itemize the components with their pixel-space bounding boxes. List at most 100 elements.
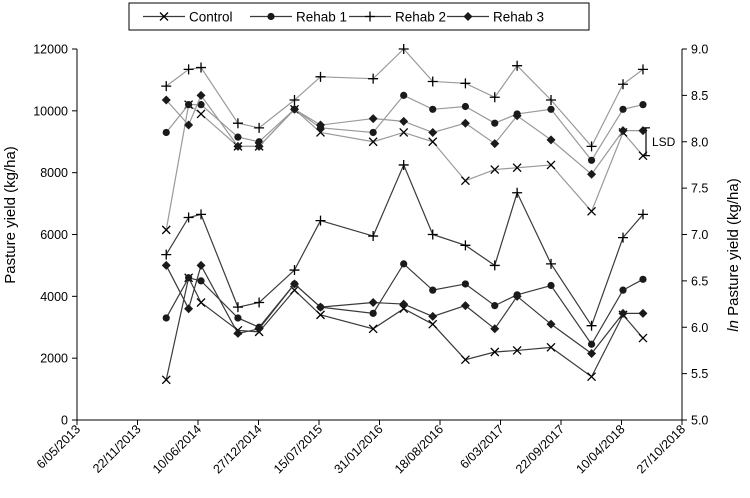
point-ln-rehab-3 [546,135,556,145]
point-ln-rehab-3 [368,114,378,124]
point-ln-rehab-2 [254,122,265,133]
point-yield-control [399,304,409,314]
point-ln-control [368,137,378,147]
point-yield-rehab-3 [233,328,243,338]
point-yield-control [316,310,325,320]
point-yield-rehab-3 [161,260,171,270]
y2-tick-label: 6.0 [691,321,708,335]
y-tick-label: 0 [61,414,68,428]
point-yield-rehab-2 [196,209,207,220]
point-ln-rehab-2 [637,64,648,75]
point-ln-rehab-2 [183,64,194,75]
y2-axis-title-italic: ln [725,320,742,332]
point-ln-rehab-2 [427,76,438,87]
point-ln-control [546,160,556,170]
point-ln-rehab-1 [639,101,647,109]
point-ln-rehab-1 [429,105,437,113]
point-ln-rehab-2 [232,118,243,129]
point-yield-rehab-2 [161,249,172,260]
point-yield-control [587,372,597,382]
point-ln-rehab-1 [185,101,193,109]
y2-tick-label: 7.0 [691,228,708,242]
point-yield-control [428,319,438,329]
x-tick-label: 18/08/2016 [392,422,446,476]
y-tick-label: 12000 [33,43,68,57]
point-yield-rehab-1 [587,340,596,348]
point-yield-control [368,324,378,334]
point-yield-rehab-1 [185,274,193,282]
point-yield-rehab-3 [254,324,264,334]
legend-marker [365,11,375,22]
point-yield-rehab-2 [398,159,409,170]
point-yield-rehab-3 [460,301,470,311]
point-yield-rehab-3 [316,302,326,312]
point-yield-rehab-3 [399,299,409,309]
series-rehab-2 [161,44,648,331]
point-ln-rehab-2 [289,95,300,106]
point-ln-control [399,128,409,137]
point-yield-control [196,298,206,307]
point-ln-rehab-2 [196,62,207,73]
y2-tick-label: 7.5 [691,182,708,196]
y2-tick-label: 5.5 [691,367,708,381]
point-ln-rehab-3 [587,169,597,179]
y-tick-label: 4000 [40,290,68,304]
point-yield-rehab-1 [639,275,647,283]
point-ln-rehab-1 [197,101,205,109]
point-ln-rehab-2 [161,81,172,92]
point-yield-rehab-1 [547,281,555,290]
point-ln-rehab-2 [489,92,500,103]
x-tick-label: 10/06/2014 [150,422,204,476]
point-yield-rehab-3 [587,349,597,359]
y2-tick-label: 8.0 [691,135,708,149]
point-yield-rehab-2 [427,229,438,240]
lsd-label: LSD [652,135,676,149]
point-ln-control [460,176,470,186]
legend-marker [159,12,169,21]
x-tick-label: 15/07/2015 [271,422,325,476]
point-ln-rehab-2 [460,78,471,89]
point-ln-rehab-2 [368,73,379,84]
point-ln-rehab-2 [618,79,629,90]
y2-tick-label: 6.5 [691,274,708,288]
point-yield-rehab-3 [196,260,206,270]
point-yield-rehab-2 [546,258,557,269]
point-yield-rehab-2 [368,231,379,242]
point-ln-rehab-3 [289,104,299,114]
point-yield-rehab-1 [429,286,437,294]
point-yield-rehab-1 [619,286,627,294]
point-ln-rehab-1 [619,105,627,113]
point-yield-control [638,333,648,343]
x-tick-label: 22/11/2013 [90,422,144,476]
point-ln-rehab-2 [546,95,557,106]
x-tick-label: 27/10/2018 [634,422,688,476]
point-ln-control [161,225,171,235]
point-ln-rehab-2 [315,71,326,82]
series-layer [161,44,648,385]
y2-axis-title: ln Pasture yield (kg/ha) [725,178,742,331]
point-ln-rehab-3 [460,118,470,128]
point-ln-rehab-1 [234,133,242,141]
point-yield-control [490,347,500,357]
x-tick-label: 6/03/2017 [457,422,506,471]
y2-tick-label: 8.5 [691,89,708,103]
point-yield-rehab-1 [162,314,170,322]
point-yield-control [546,342,556,352]
y-axis-title: Pasture yield (kg/ha) [2,146,19,284]
point-yield-rehab-1 [461,280,470,288]
point-yield-rehab-3 [618,308,628,318]
point-yield-control [460,355,470,365]
point-ln-rehab-1 [491,119,499,127]
x-tick-label: 27/12/2014 [210,422,264,476]
point-ln-rehab-3 [490,139,500,149]
legend-label: Rehab 1 [296,10,347,25]
point-yield-rehab-1 [234,314,242,322]
point-ln-rehab-1 [255,138,263,146]
y-tick-label: 8000 [40,166,68,180]
point-yield-rehab-2 [254,297,265,308]
point-yield-rehab-3 [428,311,438,321]
point-yield-rehab-2 [586,320,597,331]
y-tick-label: 10000 [33,104,68,118]
point-ln-rehab-3 [233,141,243,151]
